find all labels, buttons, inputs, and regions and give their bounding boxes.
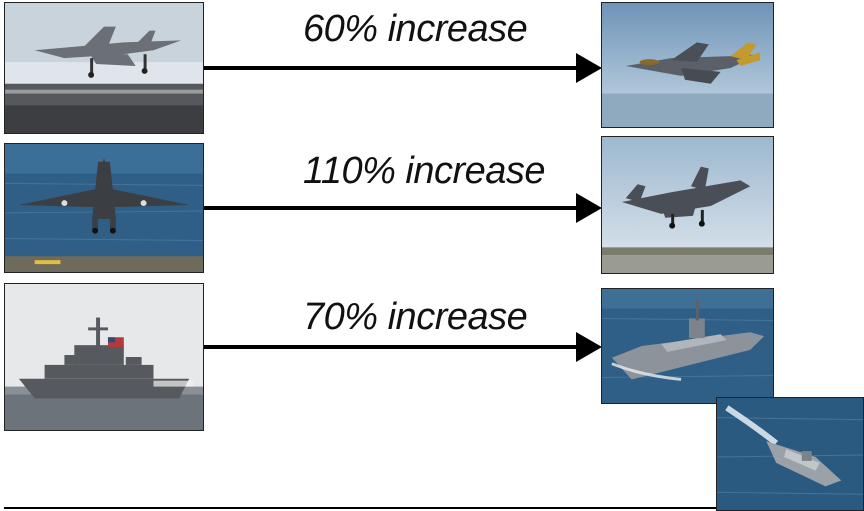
arrow-head bbox=[576, 332, 602, 362]
littoral-combat-ship-photo bbox=[601, 288, 774, 404]
harrier-jet-hover-photo bbox=[4, 143, 204, 273]
increase-label-row-3: 70% increase bbox=[303, 296, 528, 338]
stealth-fighter-flight-photo bbox=[601, 2, 774, 128]
frigate-warship-photo bbox=[4, 283, 204, 431]
bottom-divider-line bbox=[4, 507, 716, 509]
trimaran-combat-ship-photo bbox=[716, 397, 864, 511]
increase-label-row-2: 110% increase bbox=[303, 150, 546, 192]
arrow-head bbox=[576, 53, 602, 83]
increase-label-row-1: 60% increase bbox=[303, 8, 528, 50]
arrow-row-1 bbox=[204, 53, 602, 83]
fighter-jet-carrier-photo bbox=[4, 2, 204, 134]
arrow-row-3 bbox=[204, 332, 602, 362]
arrow-row-2 bbox=[204, 193, 602, 223]
arrow-head bbox=[576, 193, 602, 223]
stealth-fighter-vertical-landing-photo bbox=[601, 136, 774, 274]
